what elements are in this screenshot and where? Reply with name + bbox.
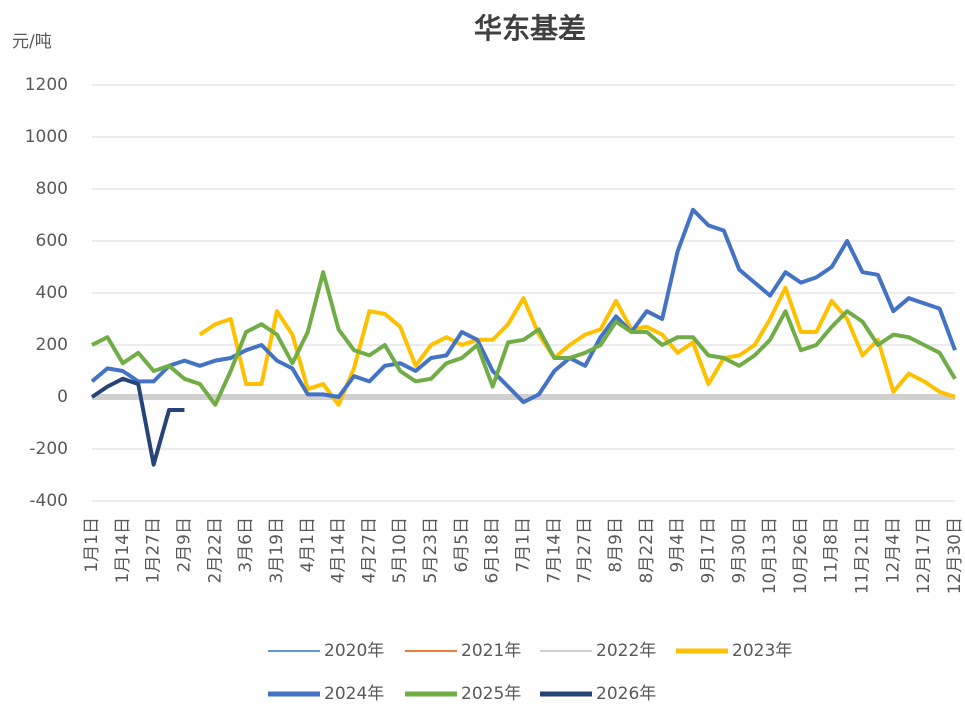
x-tick-label: 1月27日 — [144, 517, 164, 583]
y-axis-label: 元/吨 — [12, 32, 52, 52]
series-line — [198, 285, 956, 407]
y-tick-label: 400 — [36, 283, 68, 303]
x-tick-label: 2月22日 — [205, 517, 225, 583]
x-tick-label: 9月30日 — [729, 517, 749, 583]
chart-title: 华东基差 — [474, 12, 586, 45]
x-tick-label: 11月21日 — [853, 517, 873, 594]
x-tick-label: 11月8日 — [822, 517, 842, 583]
x-tick-label: 7月1日 — [514, 517, 534, 573]
x-tick-label: 7月14日 — [544, 517, 564, 583]
x-tick-label: 4月14日 — [329, 517, 349, 583]
x-tick-label: 5月23日 — [421, 517, 441, 583]
y-tick-label: 800 — [36, 179, 68, 199]
y-tick-label: -400 — [29, 491, 68, 511]
x-tick-label: 12月4日 — [883, 517, 903, 583]
y-tick-label: 1000 — [25, 127, 68, 147]
x-tick-label: 6月18日 — [483, 517, 503, 583]
x-tick-label: 4月1日 — [298, 517, 318, 573]
legend-label: 2023年 — [732, 641, 792, 661]
x-tick-label: 9月4日 — [668, 517, 688, 573]
legend-label: 2020年 — [324, 641, 384, 661]
y-tick-label: 600 — [36, 231, 68, 251]
x-tick-label: 3月6日 — [236, 517, 256, 573]
x-tick-label: 3月19日 — [267, 517, 287, 583]
x-tick-label: 10月26日 — [791, 517, 811, 594]
legend-label: 2025年 — [461, 684, 521, 704]
x-tick-label: 10月13日 — [760, 517, 780, 594]
legend-label: 2024年 — [324, 684, 384, 704]
x-tick-label: 12月30日 — [945, 517, 965, 594]
legend-label: 2022年 — [596, 641, 656, 661]
legend-label: 2026年 — [596, 684, 656, 704]
x-tick-label: 1月1日 — [82, 517, 102, 573]
x-tick-label: 1月14日 — [113, 517, 133, 583]
x-tick-label: 4月27日 — [359, 517, 379, 583]
series-line — [90, 376, 185, 467]
y-tick-label: -200 — [29, 439, 68, 459]
x-tick-label: 7月27日 — [575, 517, 595, 583]
y-tick-label: 0 — [57, 387, 68, 407]
x-tick-label: 5月10日 — [390, 517, 410, 583]
x-tick-label: 9月17日 — [698, 517, 718, 583]
x-tick-label: 6月5日 — [452, 517, 472, 573]
x-tick-label: 8月9日 — [606, 517, 626, 573]
x-tick-label: 12月17日 — [914, 517, 934, 594]
series-line — [91, 270, 957, 407]
y-tick-label: 1200 — [25, 75, 68, 95]
series-line — [90, 207, 957, 405]
legend-label: 2021年 — [461, 641, 521, 661]
x-tick-label: 2月9日 — [174, 517, 194, 573]
y-tick-label: 200 — [36, 335, 68, 355]
x-tick-label: 8月22日 — [637, 517, 657, 583]
